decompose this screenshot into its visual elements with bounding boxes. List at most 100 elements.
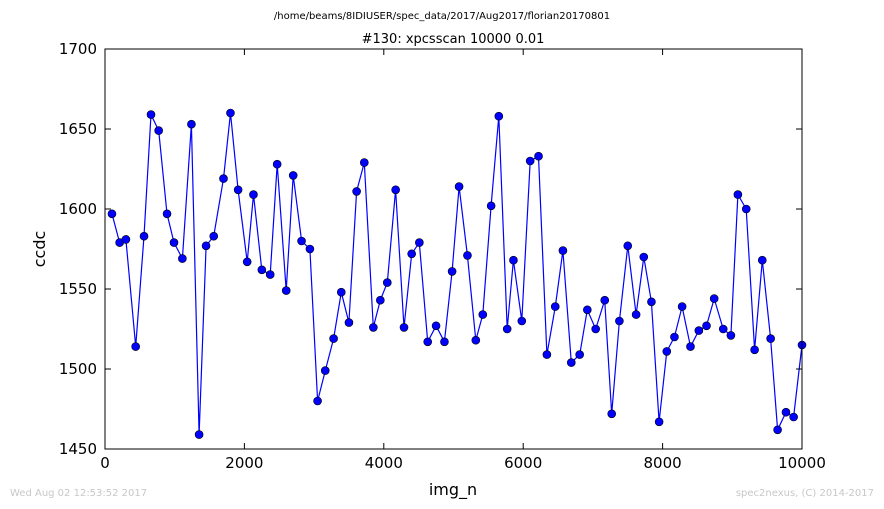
data-point: [249, 190, 258, 199]
data-point: [677, 302, 687, 311]
data-series: [107, 108, 807, 439]
chart-title: #130: xpcsscan 10000 0.01: [362, 32, 545, 47]
series-line: [111, 112, 803, 435]
data-point: [209, 231, 219, 241]
data-point: [242, 257, 252, 267]
data-point: [686, 342, 695, 351]
data-point: [336, 287, 346, 297]
data-point: [709, 294, 719, 303]
data-point: [297, 236, 306, 246]
x-tick-label: 10000: [778, 454, 826, 472]
data-point: [154, 126, 163, 135]
data-point: [654, 417, 664, 427]
data-point: [534, 151, 543, 161]
data-point: [750, 345, 759, 355]
data-point: [187, 119, 196, 129]
data-point: [757, 255, 767, 265]
y-tick-label: 1600: [59, 200, 97, 218]
data-point: [272, 159, 282, 169]
data-point: [139, 231, 149, 241]
data-point: [639, 252, 649, 262]
data-point: [440, 337, 449, 347]
data-point: [486, 201, 496, 211]
data-point: [615, 316, 624, 326]
data-point: [407, 249, 416, 259]
data-point: [575, 350, 584, 359]
x-axis-label: img_n: [429, 480, 477, 500]
data-point: [194, 430, 204, 439]
data-point: [662, 347, 672, 356]
data-point: [226, 108, 235, 118]
data-point: [352, 187, 361, 196]
data-point: [391, 185, 400, 195]
data-point: [781, 407, 791, 417]
data-point: [726, 331, 736, 340]
data-point: [525, 156, 535, 166]
data-point: [329, 334, 338, 343]
data-point: [694, 326, 704, 335]
data-point: [107, 209, 117, 219]
plot-frame: [104, 48, 803, 450]
data-point: [369, 323, 378, 332]
x-tick-label: 4000: [365, 454, 403, 472]
data-point: [670, 332, 679, 342]
data-point: [178, 254, 187, 263]
data-point: [600, 295, 610, 305]
data-point: [415, 238, 424, 247]
footer-copyright: spec2nexus, (C) 2014-2017: [735, 488, 874, 499]
y-tick-label: 1700: [59, 40, 97, 58]
data-point: [313, 396, 322, 406]
data-point: [382, 278, 392, 287]
data-point: [566, 358, 576, 367]
data-point: [131, 342, 140, 351]
data-point: [550, 302, 560, 311]
data-point: [169, 238, 179, 247]
data-point: [591, 324, 600, 334]
y-axis-label: ccdc: [30, 231, 49, 268]
data-point: [201, 241, 211, 251]
data-point: [542, 350, 552, 359]
data-point: [305, 244, 315, 254]
data-point: [733, 190, 743, 199]
data-point: [288, 171, 298, 180]
data-point: [146, 110, 156, 119]
data-point: [454, 182, 464, 191]
data-point: [702, 321, 711, 331]
data-point: [741, 204, 751, 214]
data-point: [233, 185, 243, 195]
data-point: [647, 297, 656, 307]
data-point: [766, 334, 775, 343]
x-tick-label: 8000: [644, 454, 682, 472]
data-point: [478, 310, 488, 319]
data-point: [502, 324, 512, 334]
data-point: [494, 111, 504, 121]
x-tick-label: 6000: [504, 454, 542, 472]
chart-suptitle: /home/beams/8IDIUSER/spec_data/2017/Aug2…: [274, 11, 610, 22]
data-point: [583, 305, 592, 315]
data-point: [509, 255, 518, 265]
footer-timestamp: Wed Aug 02 12:53:52 2017: [10, 488, 148, 499]
y-tick-label: 1450: [59, 440, 97, 458]
data-point: [162, 209, 172, 219]
data-point: [558, 246, 568, 255]
data-point: [265, 270, 275, 279]
y-tick-label: 1500: [59, 360, 97, 378]
data-point: [607, 409, 617, 419]
x-tick-label: 0: [100, 454, 110, 472]
data-point: [623, 241, 633, 251]
y-tick-label: 1650: [59, 120, 97, 138]
data-point: [471, 335, 481, 345]
data-point: [431, 321, 441, 331]
data-point: [281, 286, 291, 295]
data-point: [344, 318, 354, 327]
y-tick-label: 1550: [59, 280, 97, 298]
data-point: [773, 425, 782, 435]
data-point: [447, 267, 457, 276]
x-tick-label: 2000: [225, 454, 263, 472]
data-point: [423, 337, 433, 347]
data-point: [789, 412, 798, 422]
data-point: [463, 251, 472, 260]
data-point: [320, 366, 330, 375]
data-point: [219, 174, 228, 183]
